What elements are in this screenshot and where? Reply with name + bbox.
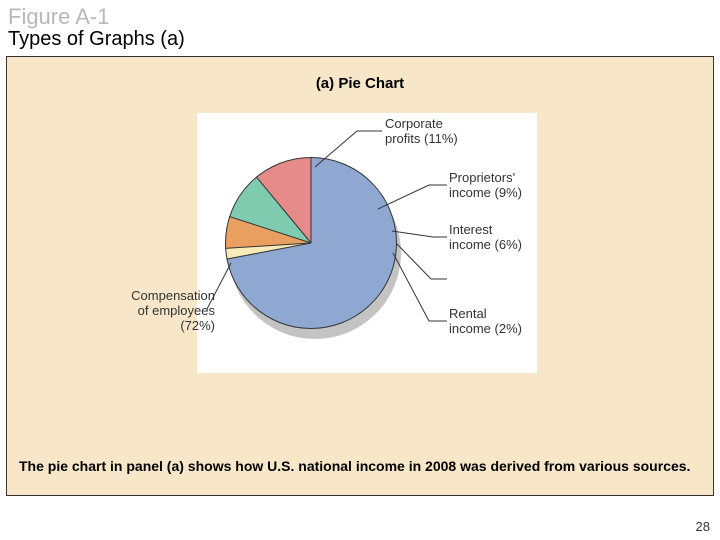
chart-title: (a) Pie Chart [7, 75, 713, 92]
figure-title: Types of Graphs (a) [8, 28, 712, 51]
slide-header: Figure A-1 Types of Graphs (a) [0, 0, 720, 53]
pie-chart [225, 157, 397, 329]
slice-label: Corporateprofits (11%) [385, 117, 458, 147]
pie-container [225, 157, 397, 329]
slice-label: Rentalincome (2%) [449, 307, 522, 337]
slice-label: Interestincome (6%) [449, 223, 522, 253]
figure-number: Figure A-1 [8, 4, 712, 30]
chart-area: Corporateprofits (11%) Proprietors'income… [197, 113, 537, 373]
slice-label: Proprietors'income (9%) [449, 171, 522, 201]
caption-text: The pie chart in panel (a) shows how U.S… [19, 458, 701, 476]
slice-label: Compensationof employees(72%) [105, 289, 215, 334]
page-number: 28 [696, 519, 710, 534]
content-panel: (a) Pie Chart Corporateprofits (11%) Prop… [6, 56, 714, 496]
